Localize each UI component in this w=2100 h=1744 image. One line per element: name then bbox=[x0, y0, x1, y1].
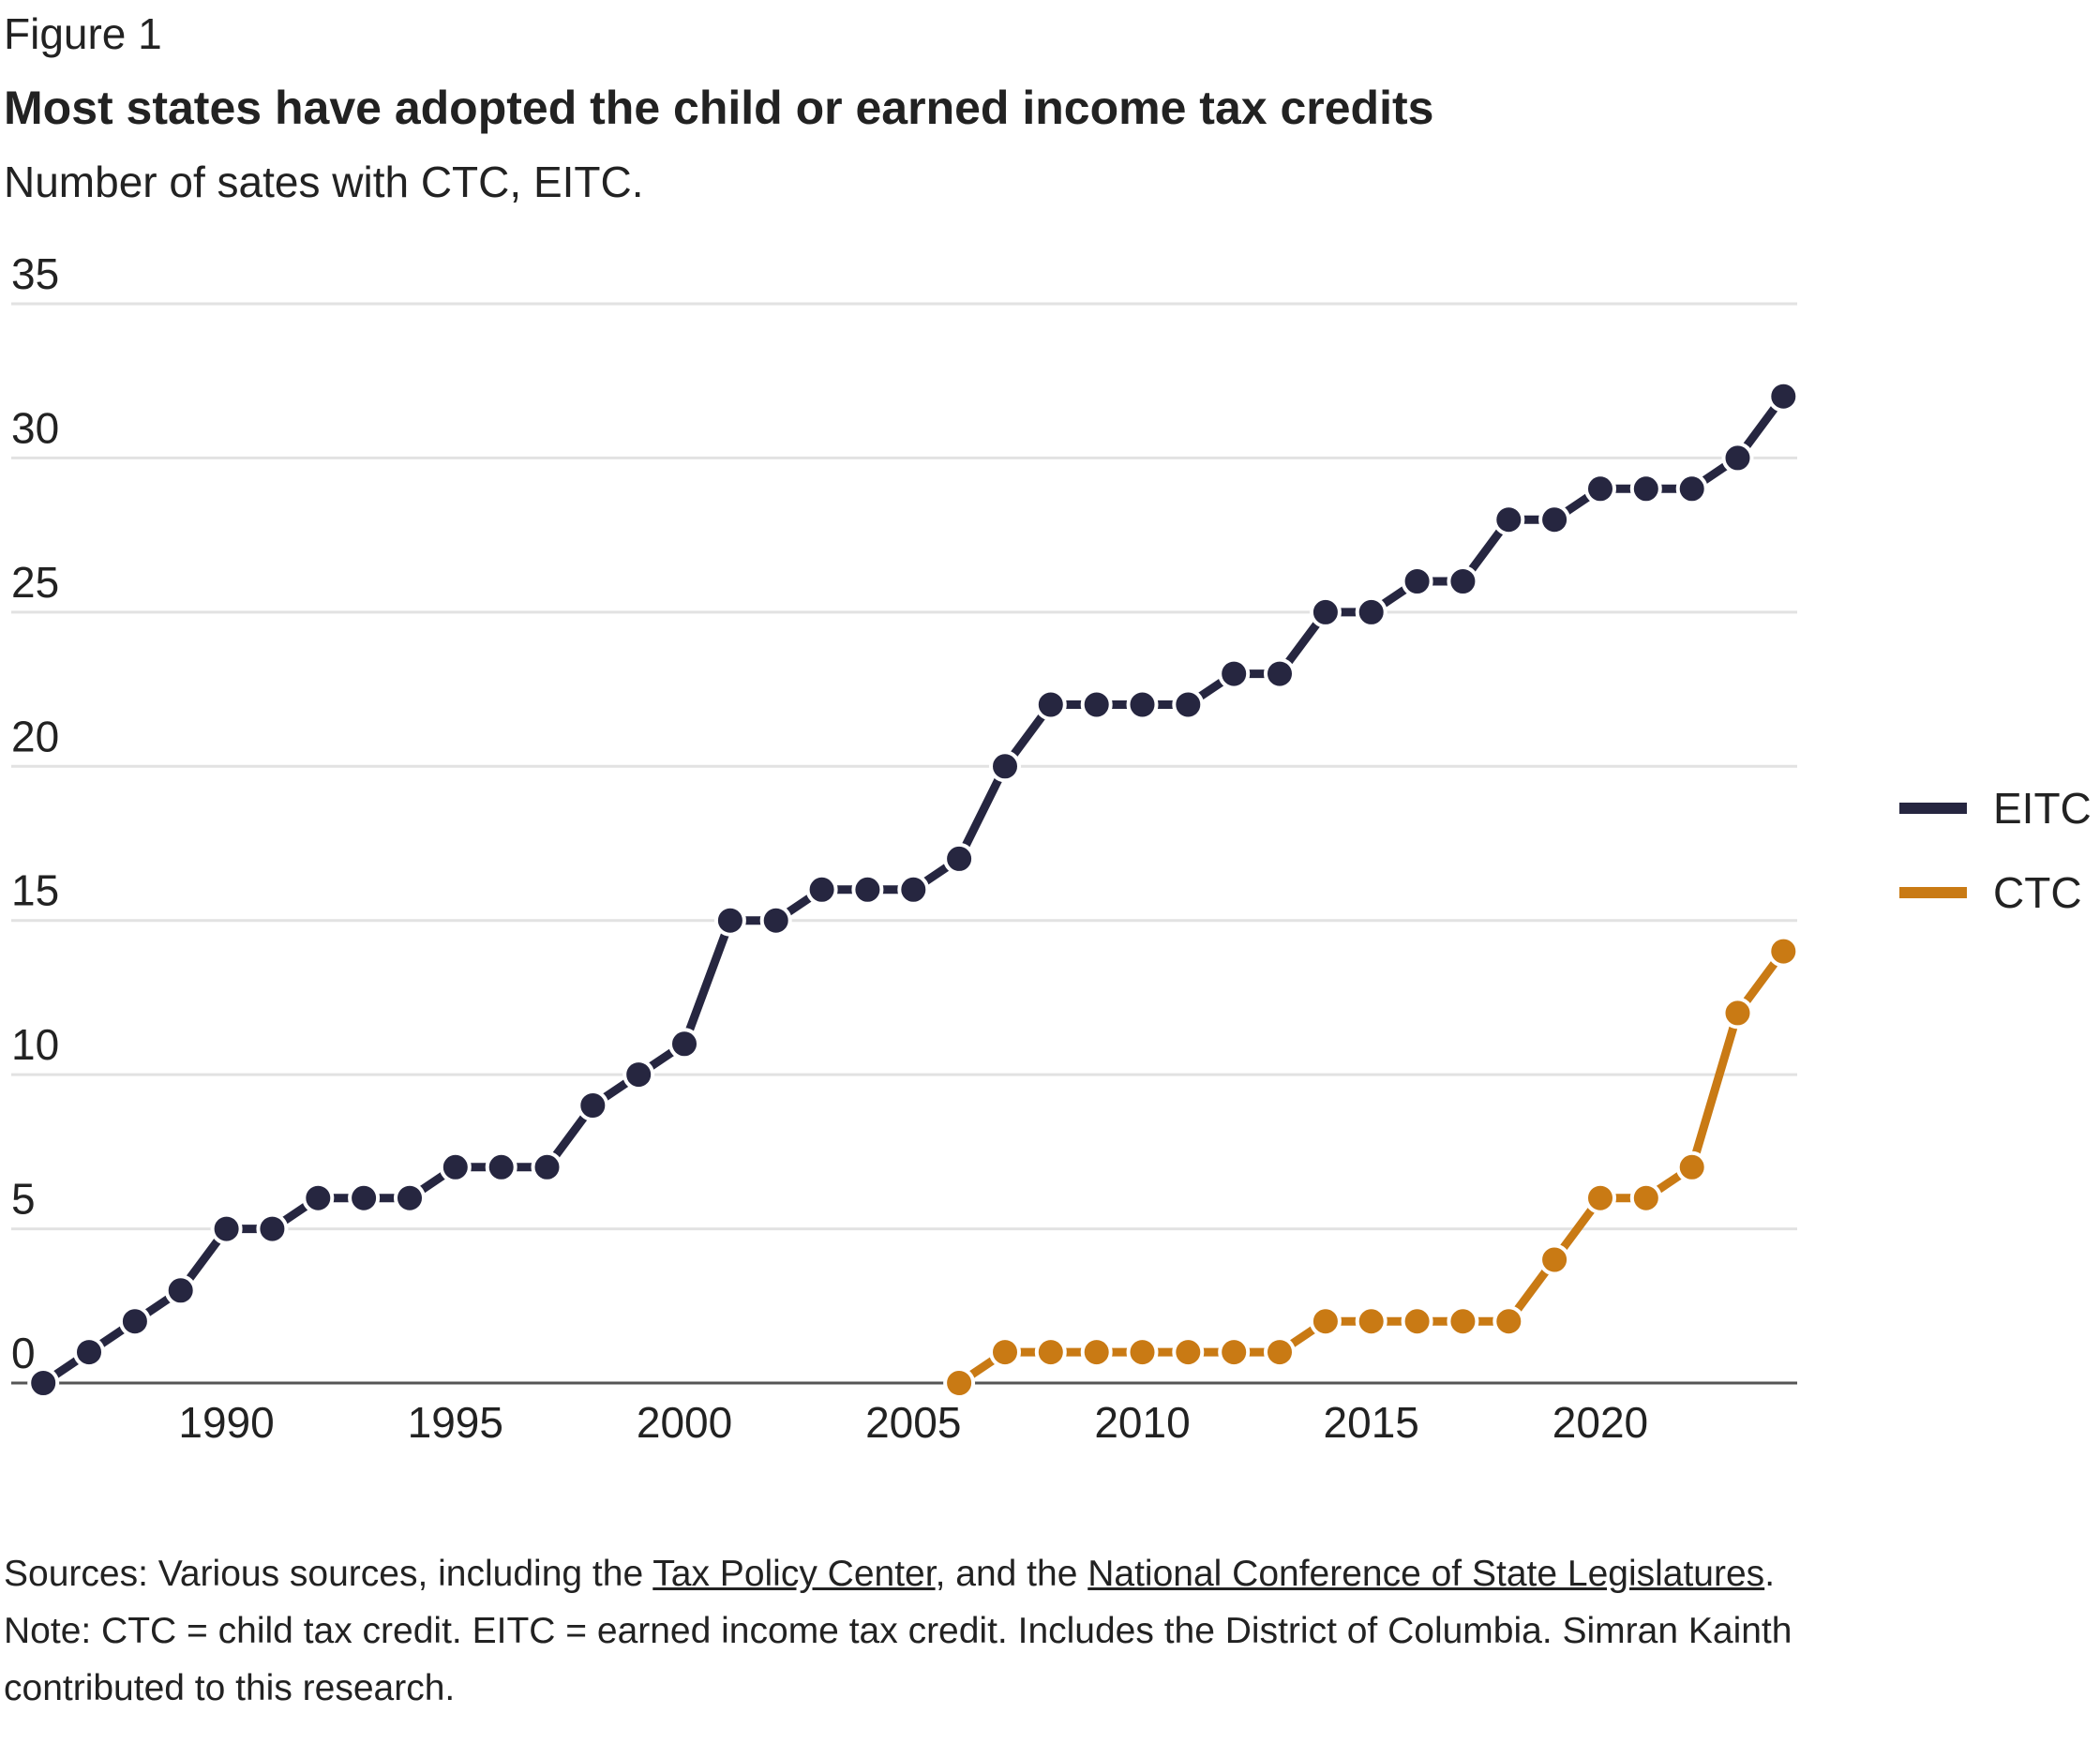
data-point-eitc bbox=[1355, 595, 1388, 628]
data-point-eitc bbox=[759, 904, 792, 937]
data-point-eitc bbox=[713, 904, 746, 937]
data-point-ctc bbox=[1584, 1181, 1616, 1214]
data-point-eitc bbox=[73, 1336, 105, 1369]
legend: EITC CTC bbox=[1899, 769, 2096, 938]
data-point-ctc bbox=[1538, 1243, 1571, 1276]
data-point-ctc bbox=[1264, 1336, 1296, 1369]
data-point-ctc bbox=[1721, 997, 1754, 1030]
y-tick-label: 30 bbox=[11, 403, 59, 452]
x-tick-label: 2005 bbox=[865, 1398, 961, 1447]
data-point-ctc bbox=[1767, 935, 1800, 968]
data-point-eitc bbox=[1447, 565, 1479, 597]
x-axis-tick-labels: 1990 1995 2000 2005 2010 2015 2020 bbox=[178, 1398, 1648, 1447]
data-point-eitc bbox=[1218, 657, 1251, 690]
data-point-ctc bbox=[1675, 1150, 1708, 1183]
data-point-eitc bbox=[531, 1150, 563, 1183]
series-lines bbox=[27, 380, 1800, 1399]
y-tick-label: 10 bbox=[11, 1020, 59, 1069]
data-point-ctc bbox=[1080, 1336, 1113, 1369]
data-point-ctc bbox=[1126, 1336, 1159, 1369]
data-point-eitc bbox=[1721, 442, 1754, 474]
data-point-ctc bbox=[1355, 1305, 1388, 1338]
series-ctc bbox=[943, 935, 1800, 1399]
data-point-ctc bbox=[1309, 1305, 1342, 1338]
legend-label-eitc: EITC bbox=[1993, 784, 2092, 833]
data-point-eitc bbox=[1492, 504, 1525, 536]
y-tick-label: 25 bbox=[11, 558, 59, 607]
legend-swatch-eitc bbox=[1899, 803, 1967, 814]
y-tick-label: 20 bbox=[11, 712, 59, 760]
data-point-eitc bbox=[348, 1181, 381, 1214]
data-point-ctc bbox=[1401, 1305, 1433, 1338]
y-tick-label: 35 bbox=[11, 249, 59, 298]
legend-swatch-ctc bbox=[1899, 887, 1967, 898]
chart-title: Most states have adopted the child or ea… bbox=[4, 82, 1434, 134]
data-point-eitc bbox=[394, 1181, 426, 1214]
data-point-eitc bbox=[897, 873, 930, 906]
data-point-eitc bbox=[302, 1181, 335, 1214]
data-point-eitc bbox=[1034, 688, 1067, 721]
ncsl-link[interactable]: National Conference of State Legislature… bbox=[1088, 1554, 1765, 1594]
legend-item-ctc: CTC bbox=[1899, 853, 2096, 938]
data-point-ctc bbox=[1492, 1305, 1525, 1338]
sources-middle: , and the bbox=[935, 1554, 1088, 1594]
y-tick-label: 0 bbox=[11, 1329, 36, 1377]
data-point-eitc bbox=[164, 1274, 197, 1307]
y-tick-label: 5 bbox=[11, 1175, 36, 1224]
figure-label: Figure 1 bbox=[4, 9, 162, 58]
y-axis-tick-labels: 0 5 10 15 20 25 30 35 bbox=[11, 249, 59, 1377]
data-point-eitc bbox=[1172, 688, 1205, 721]
data-point-eitc bbox=[989, 750, 1021, 783]
data-point-ctc bbox=[1218, 1336, 1251, 1369]
data-point-eitc bbox=[577, 1090, 609, 1121]
x-tick-label: 2015 bbox=[1324, 1398, 1419, 1447]
data-point-eitc bbox=[27, 1367, 60, 1399]
data-point-eitc bbox=[1309, 595, 1342, 628]
data-point-eitc bbox=[1675, 473, 1708, 505]
data-point-eitc bbox=[210, 1212, 243, 1245]
data-point-eitc bbox=[1401, 565, 1433, 597]
sources-line: Sources: Various sources, including the … bbox=[4, 1545, 1972, 1602]
sources-suffix: . bbox=[1764, 1554, 1776, 1594]
x-tick-label: 1990 bbox=[178, 1398, 274, 1447]
data-point-eitc bbox=[1080, 688, 1113, 721]
data-point-ctc bbox=[943, 1367, 976, 1399]
series-eitc bbox=[27, 380, 1800, 1399]
x-tick-label: 2020 bbox=[1552, 1398, 1648, 1447]
data-point-eitc bbox=[805, 873, 838, 906]
data-point-ctc bbox=[1172, 1336, 1205, 1369]
data-point-eitc bbox=[118, 1305, 151, 1338]
data-point-eitc bbox=[256, 1212, 289, 1245]
data-point-eitc bbox=[1629, 473, 1662, 505]
tax-policy-center-link[interactable]: Tax Policy Center bbox=[652, 1554, 936, 1594]
x-tick-label: 1995 bbox=[408, 1398, 503, 1447]
x-tick-label: 2010 bbox=[1094, 1398, 1190, 1447]
data-point-eitc bbox=[851, 873, 884, 906]
x-tick-label: 2000 bbox=[637, 1398, 732, 1447]
data-point-eitc bbox=[622, 1059, 655, 1091]
sources-prefix: Sources: Various sources, including the bbox=[4, 1554, 653, 1594]
chart-subtitle: Number of sates with CTC, EITC. bbox=[4, 158, 644, 206]
data-point-eitc bbox=[439, 1150, 472, 1183]
chart-footer: Sources: Various sources, including the … bbox=[4, 1545, 1972, 1717]
data-point-eitc bbox=[668, 1028, 700, 1060]
data-point-ctc bbox=[1447, 1305, 1479, 1338]
note-text: Note: CTC = child tax credit. EITC = ear… bbox=[4, 1611, 1792, 1708]
data-point-ctc bbox=[989, 1336, 1021, 1369]
grid-lines bbox=[11, 302, 1797, 1385]
data-point-eitc bbox=[1264, 657, 1296, 690]
data-point-ctc bbox=[1629, 1181, 1662, 1214]
y-tick-label: 15 bbox=[11, 866, 59, 915]
data-point-eitc bbox=[1538, 504, 1571, 536]
legend-label-ctc: CTC bbox=[1993, 868, 2082, 917]
data-point-eitc bbox=[1584, 473, 1616, 505]
data-point-eitc bbox=[485, 1150, 518, 1183]
legend-item-eitc: EITC bbox=[1899, 769, 2096, 853]
data-point-ctc bbox=[1034, 1336, 1067, 1369]
data-point-eitc bbox=[943, 842, 976, 875]
data-point-eitc bbox=[1126, 688, 1159, 721]
data-point-eitc bbox=[1767, 380, 1800, 413]
